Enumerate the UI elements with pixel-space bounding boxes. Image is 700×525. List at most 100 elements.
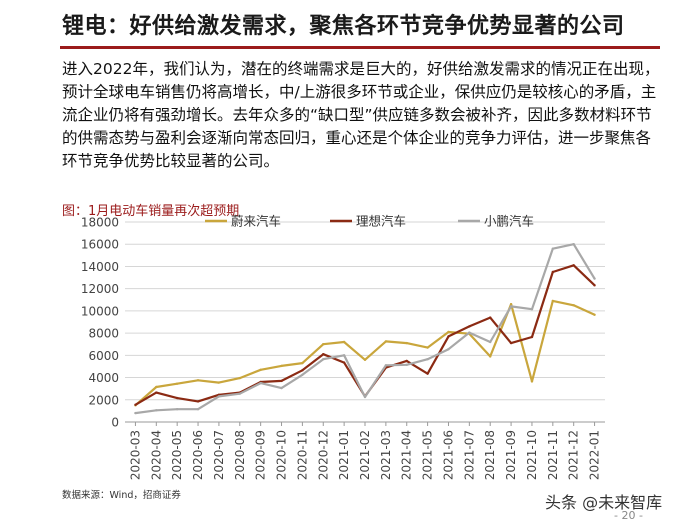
series-line xyxy=(135,243,596,415)
data-point xyxy=(447,330,450,334)
data-point xyxy=(196,379,200,382)
data-point xyxy=(301,369,304,372)
x-tick-label: 2020-03 xyxy=(128,430,142,480)
data-point xyxy=(426,372,429,375)
data-point xyxy=(301,373,304,376)
y-tick-label: 18000 xyxy=(81,216,119,230)
data-point xyxy=(447,348,450,351)
data-point xyxy=(342,361,346,364)
data-point xyxy=(238,376,241,380)
x-tick-label: 2020-08 xyxy=(233,430,247,480)
x-tick-label: 2020-10 xyxy=(275,430,289,480)
y-tick-label: 8000 xyxy=(88,327,119,341)
data-point xyxy=(280,386,283,390)
x-tick-label: 2020-12 xyxy=(316,430,330,480)
data-point xyxy=(530,335,534,339)
data-point xyxy=(509,341,513,345)
chart-series xyxy=(134,243,596,415)
data-point xyxy=(238,392,241,395)
chart-legend: 蔚来汽车 理想汽车 小鹏汽车 xyxy=(205,214,534,229)
x-tick-label: 2020-04 xyxy=(149,430,163,480)
legend-label: 小鹏汽车 xyxy=(484,214,534,229)
data-point xyxy=(572,243,575,246)
data-point xyxy=(196,400,200,403)
x-axis-ticks: 2020-03 2020-04 2020-05 2020-06 2020-07 2020-… xyxy=(128,422,602,480)
data-point xyxy=(134,403,137,406)
data-point xyxy=(551,270,555,274)
data-point xyxy=(363,395,367,399)
data-point xyxy=(426,358,429,361)
data-point xyxy=(468,331,471,334)
data-point xyxy=(259,368,262,371)
data-point xyxy=(468,325,471,328)
data-point xyxy=(509,303,513,306)
data-point xyxy=(405,363,408,366)
data-point xyxy=(134,411,137,415)
watermark: 头条 @未来智库 xyxy=(545,493,663,512)
x-tick-label: 2021-09 xyxy=(504,430,518,480)
y-tick-label: 16000 xyxy=(81,238,119,252)
data-point xyxy=(509,305,513,308)
data-point xyxy=(322,343,325,346)
x-tick-label: 2021-10 xyxy=(525,430,539,480)
x-tick-label: 2020-11 xyxy=(295,430,309,480)
data-point xyxy=(530,380,534,383)
data-point xyxy=(530,308,534,311)
x-tick-label: 2020-05 xyxy=(170,430,184,480)
data-point xyxy=(155,391,158,394)
x-tick-label: 2021-07 xyxy=(462,430,476,480)
data-point xyxy=(384,340,388,343)
x-tick-label: 2021-01 xyxy=(337,430,351,480)
data-point xyxy=(489,316,492,319)
x-tick-label: 2020-07 xyxy=(212,430,226,480)
data-point xyxy=(155,409,158,412)
x-tick-label: 2021-05 xyxy=(421,430,435,480)
x-tick-label: 2021-11 xyxy=(546,430,560,480)
x-tick-label: 2020-06 xyxy=(191,430,205,480)
data-point xyxy=(175,396,179,400)
data-point xyxy=(363,358,367,361)
data-point xyxy=(280,364,283,368)
data-point xyxy=(217,395,221,398)
data-point xyxy=(301,361,304,365)
y-tick-label: 4000 xyxy=(88,371,119,385)
data-point xyxy=(593,284,596,287)
data-point xyxy=(217,381,221,384)
data-point xyxy=(572,304,575,307)
x-tick-label: 2021-08 xyxy=(483,430,497,480)
data-point xyxy=(384,364,388,367)
data-point xyxy=(280,379,283,383)
data-point xyxy=(342,354,346,357)
x-tick-label: 2021-04 xyxy=(400,430,414,480)
data-point xyxy=(342,340,346,344)
y-tick-label: 6000 xyxy=(88,349,119,363)
x-tick-label: 2021-02 xyxy=(358,430,372,480)
data-point xyxy=(489,340,492,344)
legend-label: 理想汽车 xyxy=(356,214,406,229)
data-point xyxy=(426,346,429,349)
data-point xyxy=(322,358,325,361)
data-point xyxy=(259,381,262,385)
y-tick-label: 2000 xyxy=(88,393,119,407)
y-tick-label: 14000 xyxy=(81,260,119,274)
data-source-note: 数据来源：Wind，招商证券 xyxy=(62,490,181,501)
title-divider xyxy=(60,46,660,49)
data-point xyxy=(572,264,575,267)
data-point xyxy=(593,313,596,316)
data-point xyxy=(593,277,596,280)
x-tick-label: 2021-06 xyxy=(441,430,455,480)
data-point xyxy=(405,359,408,363)
figure-caption: 图：1月电动车销量再次超预期 xyxy=(62,204,240,219)
data-point xyxy=(489,355,492,358)
data-point xyxy=(551,299,555,303)
data-point xyxy=(322,353,325,356)
x-tick-label: 2021-12 xyxy=(567,430,581,480)
data-point xyxy=(175,382,179,385)
page-number: - 20 - xyxy=(614,509,643,522)
series-line xyxy=(134,299,596,407)
data-point xyxy=(405,341,408,345)
page-title: 锂电：好供给激发需求，聚焦各环节竞争优势显著的公司 xyxy=(62,14,625,39)
y-tick-label: 12000 xyxy=(81,282,119,296)
data-point xyxy=(447,335,450,338)
